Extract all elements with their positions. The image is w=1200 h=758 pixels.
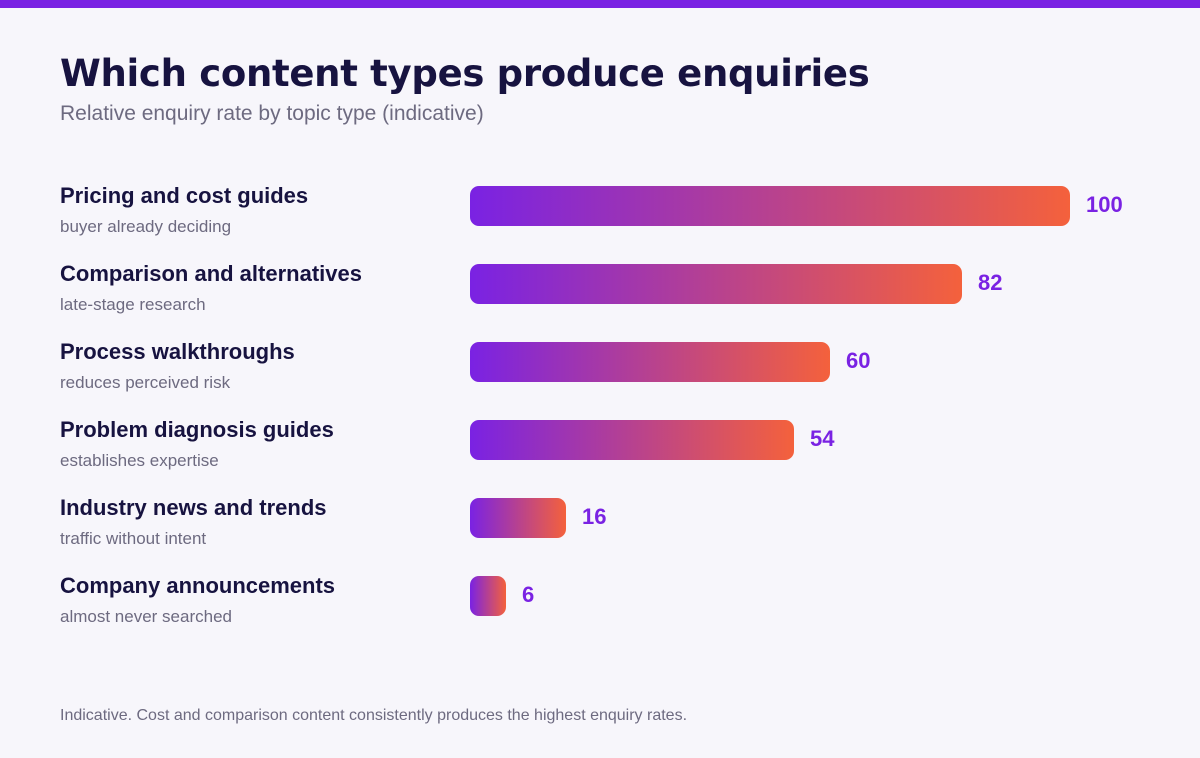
category-note: late-stage research	[60, 295, 206, 314]
bar	[470, 186, 1070, 226]
category-note: buyer already deciding	[60, 217, 232, 236]
category-label: Pricing and cost guides	[60, 183, 309, 208]
footnote: Indicative. Cost and comparison content …	[60, 707, 688, 724]
category-label: Comparison and alternatives	[60, 261, 362, 286]
top-accent-bar	[0, 0, 1200, 8]
value-label: 16	[582, 504, 607, 529]
bar	[470, 264, 962, 304]
value-label: 54	[810, 426, 835, 451]
category-note: almost never searched	[60, 607, 232, 626]
bar	[470, 420, 794, 460]
category-label: Process walkthroughs	[60, 339, 295, 364]
bar-row: Industry news and trends traffic without …	[0, 495, 1200, 573]
value-label: 100	[1086, 192, 1123, 217]
value-label: 6	[522, 582, 535, 607]
bar	[470, 576, 506, 616]
bar-row: Pricing and cost guides buyer already dec…	[0, 183, 1200, 261]
chart-title: Which content types produce enquiries	[60, 52, 870, 95]
category-label: Company announcements	[60, 573, 336, 598]
bar	[470, 498, 566, 538]
value-label: 82	[978, 270, 1003, 295]
bar	[470, 342, 830, 382]
bar-row: Problem diagnosis guides establishes expe…	[0, 417, 1200, 495]
category-note: traffic without intent	[60, 529, 207, 548]
category-label: Problem diagnosis guides	[60, 417, 334, 442]
category-label: Industry news and trends	[60, 495, 327, 520]
bar-row: Process walkthroughs reduces perceived ri…	[0, 339, 1200, 417]
chart-subtitle: Relative enquiry rate by topic type (ind…	[60, 102, 484, 125]
bar-row: Company announcements almost never search…	[0, 573, 1200, 651]
value-label: 60	[846, 348, 871, 373]
bar-row: Comparison and alternatives late-stage re…	[0, 261, 1200, 339]
category-note: establishes expertise	[60, 451, 219, 470]
category-note: reduces perceived risk	[60, 373, 231, 392]
